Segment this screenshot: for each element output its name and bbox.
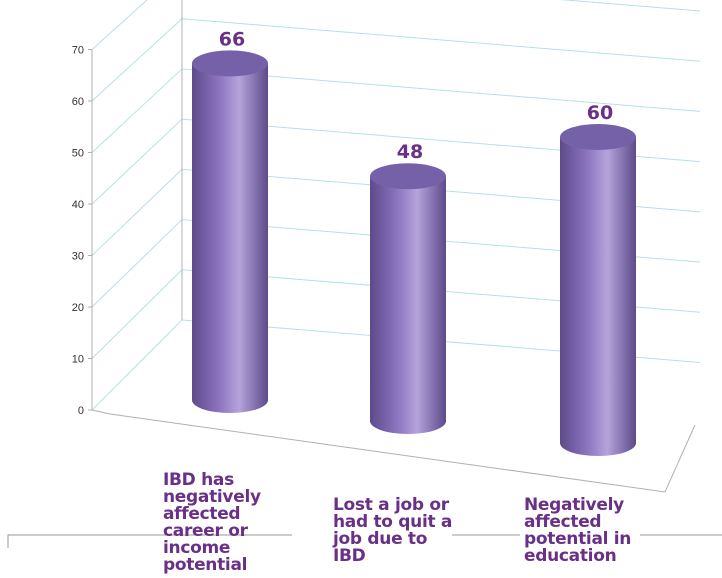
gridline-side (91, 269, 183, 359)
y-tick-label: 40 (72, 199, 84, 211)
y-tick-label: 30 (72, 251, 84, 263)
y-tick-label: 50 (72, 148, 84, 160)
bar-top-1 (192, 50, 268, 77)
gridline-side (91, 118, 183, 205)
bar-body-1 (192, 63, 268, 414)
y-tick-label: 0 (78, 405, 84, 417)
gridline-side (91, 319, 183, 411)
gridline-side (91, 18, 183, 102)
bar-top-3 (560, 124, 636, 150)
gridline-side (91, 169, 183, 256)
category-label-1: IBD has negatively affected career or in… (163, 470, 261, 575)
gridline-side (91, 0, 148, 50)
data-label-3: 60 (587, 102, 613, 124)
gridline (181, 18, 701, 62)
y-tick-label: 60 (72, 96, 84, 108)
y-tick-label: 10 (72, 354, 84, 366)
bar-body-2 (370, 176, 446, 434)
floor-outline (91, 409, 696, 493)
gridline-side (91, 219, 183, 308)
data-label-1: 66 (219, 28, 245, 50)
data-label-2: 48 (397, 141, 423, 163)
bar-top-2 (370, 163, 446, 190)
gridline-side (91, 68, 183, 153)
category-label-3: Negatively affected potential in educati… (524, 495, 632, 566)
gridline (181, 68, 701, 112)
outer-frame-left (7, 534, 292, 548)
category-label-2: Lost a job or had to quit a job due to I… (333, 495, 453, 566)
gridline (559, 0, 701, 12)
y-tick-label: 70 (72, 45, 84, 57)
bar-body-3 (560, 137, 636, 456)
y-tick-label: 20 (72, 302, 84, 314)
